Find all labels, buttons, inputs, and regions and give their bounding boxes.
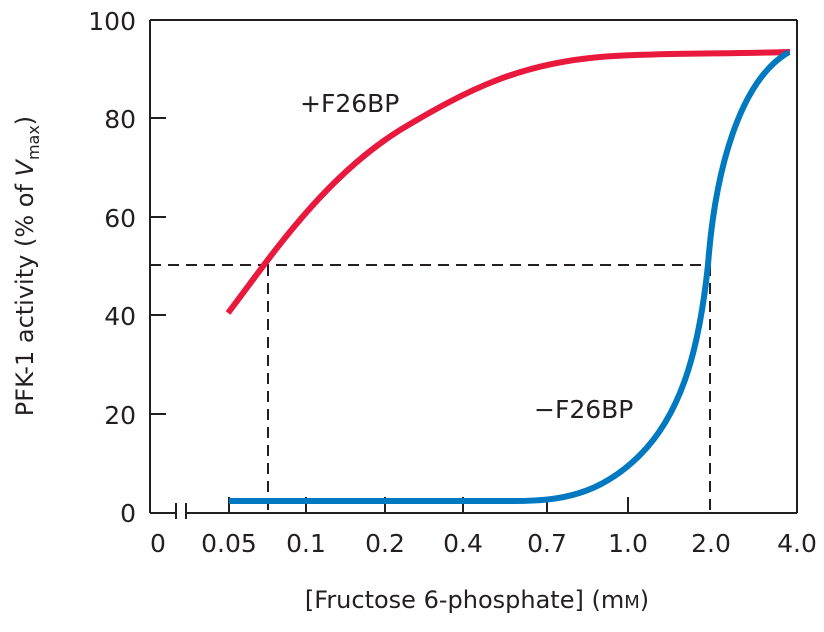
y-tick-40: 40 — [104, 302, 136, 331]
reference-lines — [150, 264, 711, 512]
series-minus-f26bp-curve — [229, 49, 791, 504]
x-tick-0.7: 0.7 — [527, 529, 567, 558]
x-tick-0.4: 0.4 — [443, 529, 483, 558]
y-tick-80: 80 — [104, 105, 136, 134]
series-label-minus-f26bp: −F26BP — [534, 395, 633, 424]
y-axis-title: PFK-1 activity (% of Vmax) — [11, 116, 43, 416]
x-tick-1.0: 1.0 — [608, 529, 648, 558]
x-tick-4.0: 4.0 — [777, 529, 817, 558]
series-plus-f26bp-curve — [225, 49, 791, 315]
x-tick-0.05: 0.05 — [201, 529, 257, 558]
y-tick-20: 20 — [104, 401, 136, 430]
x-tick-0.1: 0.1 — [286, 529, 326, 558]
y-axis-ticks — [150, 117, 166, 415]
y-tick-labels: 100 80 60 40 20 0 — [88, 7, 136, 528]
series-label-plus-f26bp: +F26BP — [300, 89, 399, 118]
plot-frame — [149, 19, 798, 519]
x-axis-title: [Fructose 6-phosphate] (mM) — [305, 586, 649, 614]
y-tick-60: 60 — [104, 204, 136, 233]
y-tick-0: 0 — [120, 499, 136, 528]
x-tick-0.2: 0.2 — [365, 529, 405, 558]
x-tick-labels: 0 0.05 0.1 0.2 0.4 0.7 1.0 2.0 4.0 — [150, 529, 817, 558]
y-tick-100: 100 — [88, 7, 136, 36]
x-tick-2.0: 2.0 — [691, 529, 731, 558]
x-tick-0: 0 — [150, 529, 166, 558]
